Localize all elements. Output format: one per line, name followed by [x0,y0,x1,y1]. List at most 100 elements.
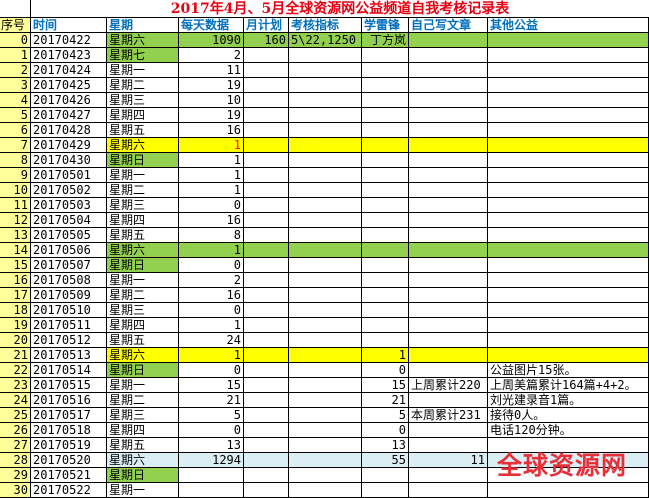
cell-daily-data[interactable]: 1 [179,348,244,363]
cell-weekday[interactable]: 星期三 [107,408,179,423]
cell-own-articles[interactable] [409,48,488,63]
cell-monthly-plan[interactable] [244,228,289,243]
cell-date[interactable]: 20170522 [31,483,107,498]
cell-own-articles[interactable]: 本周累计231 [409,408,488,423]
cell-other-public-welfare[interactable]: 电话120分钟。 [488,423,649,438]
cell-monthly-plan[interactable] [244,123,289,138]
cell-assessment-target[interactable] [289,303,362,318]
cell-xueleifeng[interactable] [362,468,409,483]
cell-date[interactable]: 20170428 [31,123,107,138]
header-xueleifeng[interactable]: 学雷锋 [362,18,409,33]
cell-xueleifeng[interactable] [362,168,409,183]
header-monthly-plan[interactable]: 月计划 [244,18,289,33]
cell-date[interactable]: 20170512 [31,333,107,348]
cell-daily-data[interactable]: 0 [179,303,244,318]
cell-daily-data[interactable]: 16 [179,123,244,138]
cell-xueleifeng[interactable] [362,78,409,93]
cell-xueleifeng[interactable] [362,243,409,258]
cell-weekday[interactable]: 星期六 [107,348,179,363]
cell-index[interactable]: 24 [0,393,31,408]
cell-xueleifeng[interactable] [362,108,409,123]
cell-monthly-plan[interactable] [244,363,289,378]
cell-monthly-plan[interactable] [244,438,289,453]
cell-date[interactable]: 20170514 [31,363,107,378]
cell-other-public-welfare[interactable]: 公益图片15张。 [488,363,649,378]
cell-xueleifeng[interactable]: 1 [362,348,409,363]
cell-own-articles[interactable] [409,93,488,108]
cell-assessment-target[interactable] [289,273,362,288]
cell-weekday[interactable]: 星期二 [107,78,179,93]
cell-assessment-target[interactable] [289,438,362,453]
cell-monthly-plan[interactable] [244,153,289,168]
cell-assessment-target[interactable] [289,243,362,258]
cell-own-articles[interactable] [409,333,488,348]
header-daily-data[interactable]: 每天数据 [179,18,244,33]
cell-weekday[interactable]: 星期三 [107,303,179,318]
cell-own-articles[interactable] [409,288,488,303]
cell-monthly-plan[interactable] [244,408,289,423]
cell-daily-data[interactable]: 2 [179,48,244,63]
cell-daily-data[interactable]: 24 [179,333,244,348]
cell-index[interactable]: 27 [0,438,31,453]
cell-date[interactable]: 20170518 [31,423,107,438]
cell-other-public-welfare[interactable] [488,183,649,198]
cell-daily-data[interactable]: 19 [179,78,244,93]
cell-date[interactable]: 20170521 [31,468,107,483]
cell-xueleifeng[interactable] [362,213,409,228]
cell-daily-data[interactable]: 1 [179,138,244,153]
cell-assessment-target[interactable] [289,183,362,198]
cell-date[interactable]: 20170506 [31,243,107,258]
cell-index[interactable]: 10 [0,183,31,198]
cell-date[interactable]: 20170510 [31,303,107,318]
cell-date[interactable]: 20170505 [31,228,107,243]
cell-monthly-plan[interactable]: 160 [244,33,289,48]
cell-index[interactable]: 1 [0,48,31,63]
cell-xueleifeng[interactable] [362,198,409,213]
cell-index[interactable]: 2 [0,63,31,78]
sheet-title[interactable]: 2017年4月、5月全球资源网公益频道自我考核记录表 [31,0,649,18]
cell-other-public-welfare[interactable] [488,228,649,243]
cell-xueleifeng[interactable]: 21 [362,393,409,408]
cell-index[interactable]: 16 [0,273,31,288]
cell-index[interactable]: 17 [0,288,31,303]
cell-other-public-welfare[interactable] [488,273,649,288]
cell-own-articles[interactable] [409,198,488,213]
cell-monthly-plan[interactable] [244,258,289,273]
cell-xueleifeng[interactable] [362,48,409,63]
cell-index[interactable]: 14 [0,243,31,258]
cell-weekday[interactable]: 星期日 [107,468,179,483]
cell-own-articles[interactable] [409,438,488,453]
corner-cell[interactable] [0,0,31,18]
cell-own-articles[interactable]: 11 [409,453,488,468]
cell-xueleifeng[interactable] [362,333,409,348]
cell-date[interactable]: 20170429 [31,138,107,153]
cell-xueleifeng[interactable]: 15 [362,378,409,393]
cell-xueleifeng[interactable] [362,63,409,78]
cell-monthly-plan[interactable] [244,138,289,153]
cell-weekday[interactable]: 星期四 [107,108,179,123]
cell-xueleifeng[interactable] [362,303,409,318]
cell-assessment-target[interactable] [289,258,362,273]
cell-daily-data[interactable]: 1 [179,318,244,333]
cell-weekday[interactable]: 星期日 [107,258,179,273]
cell-weekday[interactable]: 星期日 [107,153,179,168]
cell-date[interactable]: 20170511 [31,318,107,333]
cell-other-public-welfare[interactable] [488,198,649,213]
cell-monthly-plan[interactable] [244,93,289,108]
cell-weekday[interactable]: 星期二 [107,393,179,408]
cell-date[interactable]: 20170520 [31,453,107,468]
cell-own-articles[interactable] [409,363,488,378]
cell-date[interactable]: 20170502 [31,183,107,198]
cell-assessment-target[interactable] [289,453,362,468]
cell-other-public-welfare[interactable] [488,303,649,318]
cell-monthly-plan[interactable] [244,108,289,123]
cell-xueleifeng[interactable] [362,318,409,333]
cell-assessment-target[interactable] [289,348,362,363]
cell-xueleifeng[interactable]: 13 [362,438,409,453]
cell-daily-data[interactable]: 15 [179,378,244,393]
cell-assessment-target[interactable] [289,228,362,243]
cell-daily-data[interactable] [179,483,244,498]
cell-monthly-plan[interactable] [244,168,289,183]
cell-daily-data[interactable]: 19 [179,108,244,123]
cell-assessment-target[interactable] [289,138,362,153]
